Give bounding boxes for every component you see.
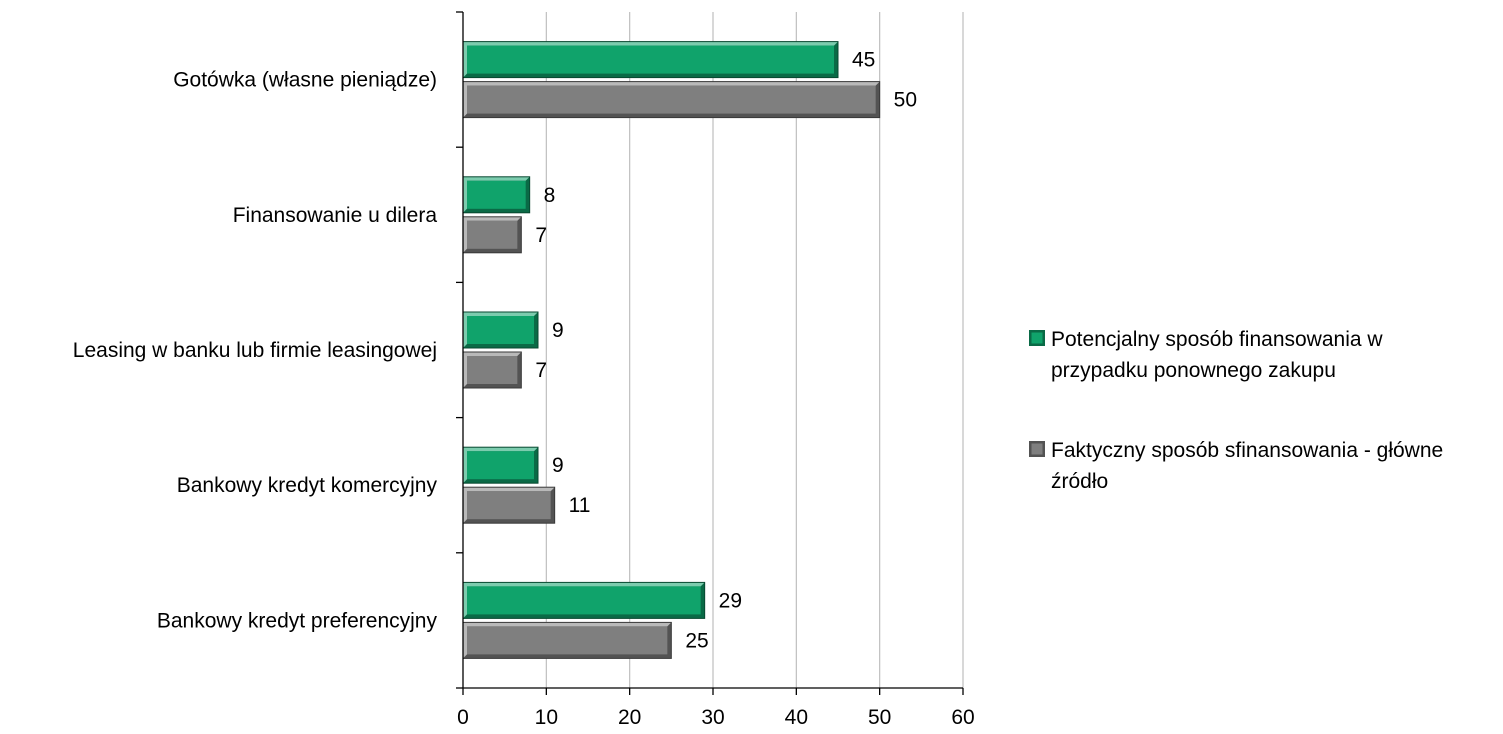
bars xyxy=(462,41,881,659)
category-label: Gotówka (własne pieniądze) xyxy=(173,69,437,92)
category-label: Bankowy kredyt komercyjny xyxy=(177,474,438,497)
data-label: 7 xyxy=(535,359,547,382)
data-label: 8 xyxy=(544,184,556,207)
bar-face xyxy=(467,491,551,520)
bar-bevel-light xyxy=(463,216,522,253)
bar-face xyxy=(467,180,526,209)
legend: Potencjalny sposób finansowania w przypad… xyxy=(1029,328,1443,493)
bar-bevel-light xyxy=(463,582,705,619)
category-label: Finansowanie u dilera xyxy=(233,204,438,227)
data-label: 45 xyxy=(852,49,875,72)
legend-label: Faktyczny sposób sfinansowania - główne xyxy=(1051,439,1443,462)
x-tick-label: 50 xyxy=(868,706,891,729)
data-label: 29 xyxy=(719,589,742,612)
bar-bevel-light xyxy=(463,447,538,484)
bar-faktyczny xyxy=(462,351,522,389)
category-label: Leasing w banku lub firmie leasingowej xyxy=(73,339,437,362)
bar-face xyxy=(467,220,518,249)
x-tick-label: 10 xyxy=(535,706,558,729)
bar-bevel-light xyxy=(463,312,538,348)
bar-faktyczny xyxy=(462,621,672,659)
legend-swatch-face xyxy=(1031,443,1043,455)
bar-bevel-light xyxy=(463,352,522,388)
data-label: 9 xyxy=(552,319,564,342)
bar-bevel-light xyxy=(463,41,838,78)
x-tick-label: 0 xyxy=(457,706,469,729)
legend-label: źródło xyxy=(1051,470,1108,493)
legend-label: Potencjalny sposób finansowania w xyxy=(1051,328,1383,351)
bar-face xyxy=(467,626,668,655)
labels: 0 10 20 30 40 50 60 Gotówka (własne pieniądze) F… xyxy=(73,49,975,729)
bar-bevel-light xyxy=(463,176,530,213)
bar-face xyxy=(467,451,534,480)
bar-potencjalny xyxy=(462,176,531,214)
bar-potencjalny xyxy=(462,581,706,619)
data-label: 25 xyxy=(685,629,708,652)
bar-faktyczny xyxy=(462,486,556,524)
bar-bevel-light xyxy=(463,487,555,524)
bar-potencjalny xyxy=(462,41,839,79)
gridlines xyxy=(545,12,964,688)
data-label: 50 xyxy=(894,89,917,112)
data-label: 11 xyxy=(569,494,591,517)
bar-potencjalny xyxy=(462,311,539,349)
x-tick-label: 20 xyxy=(618,706,641,729)
data-label: 9 xyxy=(552,454,564,477)
legend-item-faktyczny: Faktyczny sposób sfinansowania - główne ź… xyxy=(1029,439,1443,493)
x-tick-label: 40 xyxy=(785,706,808,729)
bar-face xyxy=(467,316,534,344)
data-label: 7 xyxy=(535,224,547,247)
bar-faktyczny xyxy=(462,216,522,254)
x-tick-label: 30 xyxy=(701,706,724,729)
bar-potencjalny xyxy=(462,446,539,484)
legend-swatch-face xyxy=(1031,332,1043,344)
bar-face xyxy=(467,85,876,114)
axes xyxy=(456,11,964,695)
legend-label: przypadku ponownego zakupu xyxy=(1051,359,1336,382)
bar-bevel-light xyxy=(463,81,880,118)
bar-face xyxy=(467,45,834,74)
bar-bevel-light xyxy=(463,622,672,659)
x-tick-label: 60 xyxy=(951,706,974,729)
bar-faktyczny xyxy=(462,81,881,119)
bar-face xyxy=(467,586,701,615)
category-label: Bankowy kredyt preferencyjny xyxy=(157,609,438,632)
legend-item-potencjalny: Potencjalny sposób finansowania w przypad… xyxy=(1029,328,1383,382)
bar-face xyxy=(467,356,518,384)
